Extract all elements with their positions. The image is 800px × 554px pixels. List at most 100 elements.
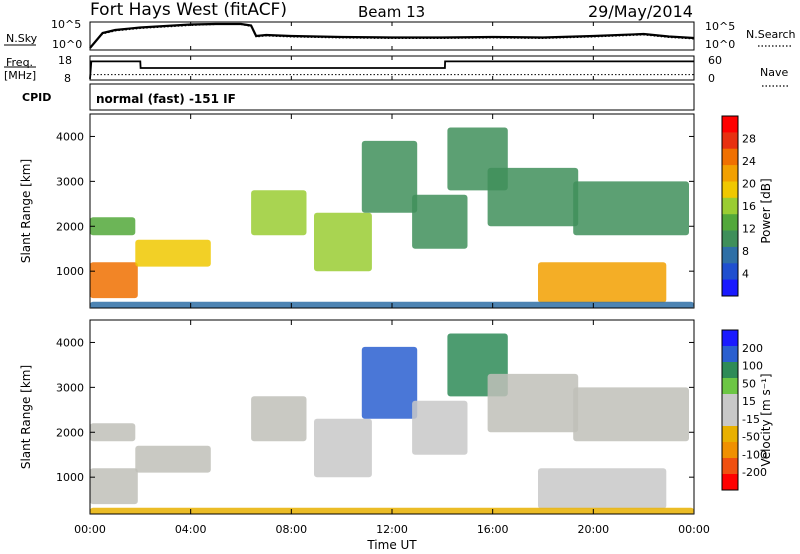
power-ylabel: Slant Range [km]: [19, 159, 33, 263]
velocity-colorbar-tick-0: 200: [742, 342, 763, 355]
ytick-label-4000: 4000: [56, 130, 84, 143]
power-colorbar-swatch-0: [722, 116, 738, 133]
echo-region-8: [487, 167, 579, 227]
velocity-colorbar-tick-1: 100: [742, 360, 763, 373]
velocity-colorbar-tick-3: 15: [742, 395, 756, 408]
echo-region-2: [135, 445, 211, 473]
power-yaxis: 1000 2000 3000 4000: [56, 130, 694, 278]
velocity-colorbar-tick-4: -15: [742, 413, 760, 426]
velocity-colorbar-swatch-2: [722, 362, 738, 379]
velocity-yaxis: 1000 2000 3000 4000: [56, 336, 694, 484]
velocity-colorbar-swatch-3: [722, 378, 738, 395]
freq-panel: Freq. [MHz] 18 8 CPID 60 0 Nave: [4, 54, 790, 104]
date-label: 29/May/2014: [588, 2, 693, 21]
power-colorbar-swatch-9: [722, 263, 738, 281]
velocity-data-group: [90, 333, 694, 514]
power-colorbar-swatch-3: [722, 165, 738, 182]
power-colorbar-swatch-7: [722, 230, 738, 248]
power-colorbar-swatch-8: [722, 246, 738, 264]
power-colorbar-swatch-1: [722, 132, 738, 150]
echo-region-9: [573, 181, 689, 236]
echo-region-5: [361, 140, 418, 213]
velocity-ylabel: Slant Range [km]: [19, 365, 33, 469]
freq-unit: [MHz]: [4, 69, 36, 82]
velocity-colorbar: 200 100 50 15 -15 -50 -100 -200: [721, 329, 767, 491]
ytick-label-1000: 1000: [56, 265, 84, 278]
velocity-colorbar-swatch-1: [722, 346, 738, 363]
power-colorbar-label: Power [dB]: [759, 178, 773, 243]
echo-region-9: [573, 387, 689, 442]
nsky-panel: N.Sky 10^5 10^0 10^5 10^0 N.Search: [4, 18, 796, 51]
xtick-label-6: 00:00: [678, 523, 710, 536]
power-colorbar-tick-0: 4: [742, 268, 749, 281]
velocity-colorbar-tick-6: -100: [742, 448, 767, 461]
freq-label: Freq.: [6, 56, 33, 69]
power-colorbar-swatch-4: [722, 181, 738, 199]
power-colorbar-tick-5: 24: [742, 155, 756, 168]
echo-region-4: [314, 212, 372, 272]
nsearch-label: N.Search: [746, 28, 796, 41]
nsky-tick-bottom: 10^0: [52, 38, 82, 51]
power-colorbar-swatch-2: [722, 148, 738, 166]
nsky-label: N.Sky: [6, 32, 38, 45]
xtick-label-2: 08:00: [275, 523, 307, 536]
velocity-colorbar-swatch-8: [722, 458, 738, 475]
ytick-label-2000: 2000: [56, 220, 84, 233]
ytick-label-3000: 3000: [56, 175, 84, 188]
ytick-label-4000: 4000: [56, 336, 84, 349]
velocity-colorbar-frame: [721, 329, 739, 491]
mode-label: normal (fast) -151 IF: [96, 92, 236, 106]
chart-title: Fort Hays West (fitACF): [90, 0, 287, 20]
velocity-colorbar-tick-7: -200: [742, 466, 767, 479]
echo-region-3: [251, 190, 307, 236]
nave-label: Nave: [760, 66, 788, 79]
ytick-label-2000: 2000: [56, 426, 84, 439]
power-colorbar-tick-2: 12: [742, 223, 756, 236]
echo-region-4: [314, 418, 372, 478]
velocity-xlabel: Time UT: [366, 538, 417, 552]
velocity-colorbar-swatch-7: [722, 442, 738, 459]
xtick-label-5: 20:00: [577, 523, 609, 536]
power-colorbar-swatch-10: [722, 279, 738, 297]
nsky-tick-top: 10^5: [51, 18, 81, 31]
echo-region-10: [538, 468, 667, 509]
nave-tick-top: 60: [708, 54, 722, 67]
echo-region-3: [251, 396, 307, 442]
velocity-colorbar-tick-5: -50: [742, 431, 760, 444]
freq-series-group: [89, 60, 694, 80]
freq-tick-bottom: 8: [64, 72, 71, 85]
nsky-series-group: [89, 22, 695, 49]
velocity-colorbar-swatch-9: [722, 474, 738, 491]
xtick-label-4: 16:00: [477, 523, 509, 536]
velocity-colorbar-swatch-0: [722, 330, 738, 347]
xtick-label-1: 04:00: [175, 523, 207, 536]
echo-region-5: [361, 346, 418, 419]
nsearch-tick-top: 10^5: [705, 20, 735, 33]
echo-region-0: [90, 468, 138, 505]
power-colorbar-swatch-5: [722, 197, 738, 215]
series-line-nsky: [89, 22, 695, 49]
velocity-xaxis: 00:00 04:00 08:00 12:00 16:00 20:00 00:00: [74, 22, 710, 536]
echo-region-1: [90, 217, 136, 236]
ytick-label-1000: 1000: [56, 471, 84, 484]
power-colorbar-tick-6: 28: [742, 133, 756, 146]
velocity-colorbar-swatch-6: [722, 426, 738, 443]
power-colorbar-tick-3: 16: [742, 200, 756, 213]
freq-tick-top: 18: [58, 54, 72, 67]
xtick-label-3: 12:00: [376, 523, 408, 536]
cpid-label: CPID: [22, 91, 51, 104]
power-colorbar-frame: [721, 115, 739, 297]
power-panel: 1000 2000 3000 4000 Slant Range [km] 4 8 12 16…: [19, 113, 773, 309]
echo-region-8: [487, 373, 579, 433]
velocity-colorbar-swatch-4: [722, 394, 738, 411]
echo-region-1: [90, 423, 136, 442]
series-line-nsearch: [89, 24, 695, 49]
series-line-freq: [89, 60, 694, 80]
power-data-group: [90, 127, 694, 308]
echo-region-2: [135, 239, 211, 267]
power-colorbar-tick-1: 8: [742, 245, 749, 258]
nsearch-tick-bottom: 10^0: [705, 38, 735, 51]
nave-tick-bottom: 0: [708, 72, 715, 85]
echo-region-0: [90, 262, 138, 299]
